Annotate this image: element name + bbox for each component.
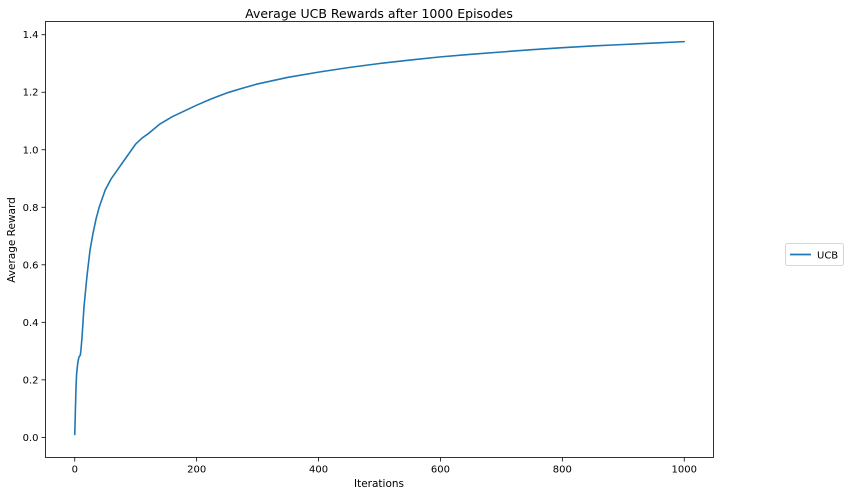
- legend-label-ucb: UCB: [817, 251, 838, 262]
- y-tick-label: 1.4: [23, 30, 39, 41]
- y-tick-label: 0.6: [23, 260, 39, 271]
- x-axis-label: Iterations: [354, 478, 404, 490]
- legend-box: [785, 243, 844, 266]
- y-tick-label: 0.4: [23, 318, 39, 329]
- x-tick-label: 0: [72, 465, 78, 476]
- x-tick-label: 1000: [672, 465, 697, 476]
- x-tick-label: 400: [309, 465, 328, 476]
- plot-frame: [45, 21, 714, 458]
- y-tick-label: 1.2: [23, 88, 39, 99]
- series-layer: [73, 40, 686, 436]
- y-tick-label: 0.0: [23, 433, 39, 444]
- plot-area: [45, 21, 714, 458]
- x-tick-label: 200: [187, 465, 206, 476]
- series-line-ucb: [73, 40, 686, 436]
- y-axis-label: Average Reward: [6, 197, 18, 283]
- y-tick-label: 1.0: [23, 145, 39, 156]
- x-tick-label: 800: [553, 465, 572, 476]
- y-tick-label: 0.8: [23, 203, 39, 214]
- x-tick-label: 600: [431, 465, 450, 476]
- chart-title: Average UCB Rewards after 1000 Episodes: [245, 6, 513, 21]
- legend: UCB: [785, 243, 844, 266]
- y-axis-ticks: 0.0 0.2 0.4 0.6 0.8 1.0 1.2 1.4: [23, 30, 46, 444]
- y-tick-label: 0.2: [23, 375, 39, 386]
- x-axis-ticks: 0 200 400 600 800 1000: [72, 457, 697, 476]
